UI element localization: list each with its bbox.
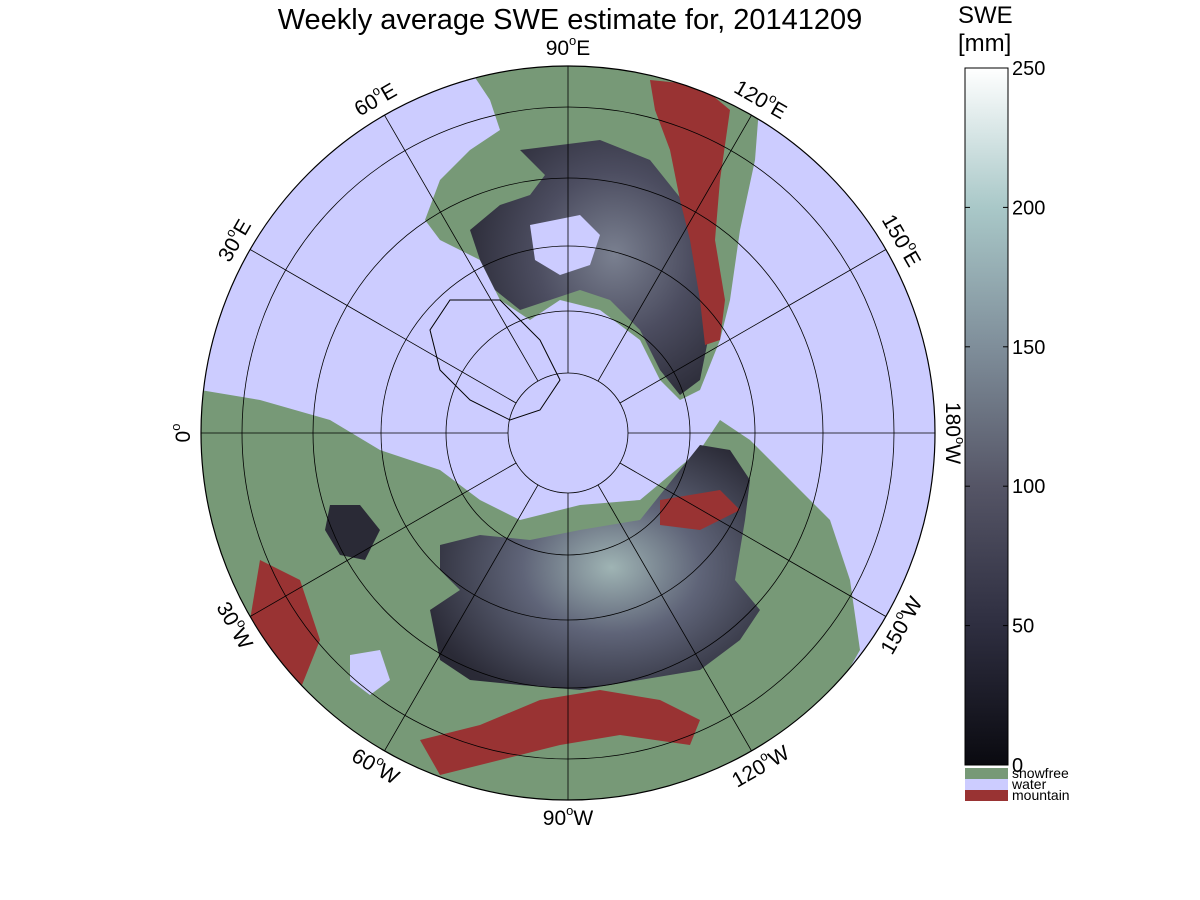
greenland-outline — [429, 299, 561, 421]
hudson-bay — [530, 215, 600, 275]
scandinavia-snow — [325, 505, 380, 560]
central-asia-mountain — [420, 690, 700, 775]
category-swatch — [965, 779, 1008, 790]
category-label: water — [1011, 776, 1047, 792]
longitude-label: 180oW — [942, 402, 969, 464]
meridian-line — [249, 249, 517, 404]
colorbar-title-line2: [mm] — [958, 30, 1012, 57]
colorbar-title-line1: SWE — [958, 2, 1013, 29]
rockies-mountain — [650, 80, 730, 345]
category-label: mountain — [1012, 787, 1070, 803]
meridian-line — [384, 114, 539, 382]
colorbar-tick-label: 50 — [1012, 616, 1034, 638]
land-layer — [201, 66, 860, 800]
category-swatch — [965, 768, 1008, 779]
chart-title: Weekly average SWE estimate for, 2014120… — [277, 4, 863, 36]
meridian-line — [619, 249, 887, 404]
colorbar-tick-label: 100 — [1012, 476, 1045, 498]
longitude-label: 0o — [168, 424, 195, 443]
category-label: snowfree — [1012, 765, 1069, 781]
colorbar-tick-label: 0 — [1012, 755, 1023, 777]
meridian-line — [597, 114, 752, 382]
map-border — [200, 65, 936, 801]
meridian-line — [597, 484, 752, 752]
meridian-line — [619, 462, 887, 617]
north-america-snow — [470, 140, 710, 395]
colorbar-tick-label: 250 — [1012, 58, 1045, 80]
meridian-line — [384, 484, 539, 752]
colorbar-gradient — [964, 67, 1009, 766]
colorbar-tick-label: 150 — [1012, 337, 1045, 359]
meridian-lines — [201, 66, 935, 800]
meridian-line — [249, 462, 517, 617]
category-swatch — [965, 790, 1008, 801]
colorbar-ticks: 0 50 100 150 200 250 — [965, 58, 1045, 777]
longitude-label: 90oE — [546, 33, 591, 60]
colorbar-tick-label: 200 — [1012, 197, 1045, 219]
siberia-mountain — [660, 490, 740, 530]
longitude-label: 90oW — [543, 803, 594, 830]
colorbar-title: SWE [mm] — [958, 2, 1013, 58]
